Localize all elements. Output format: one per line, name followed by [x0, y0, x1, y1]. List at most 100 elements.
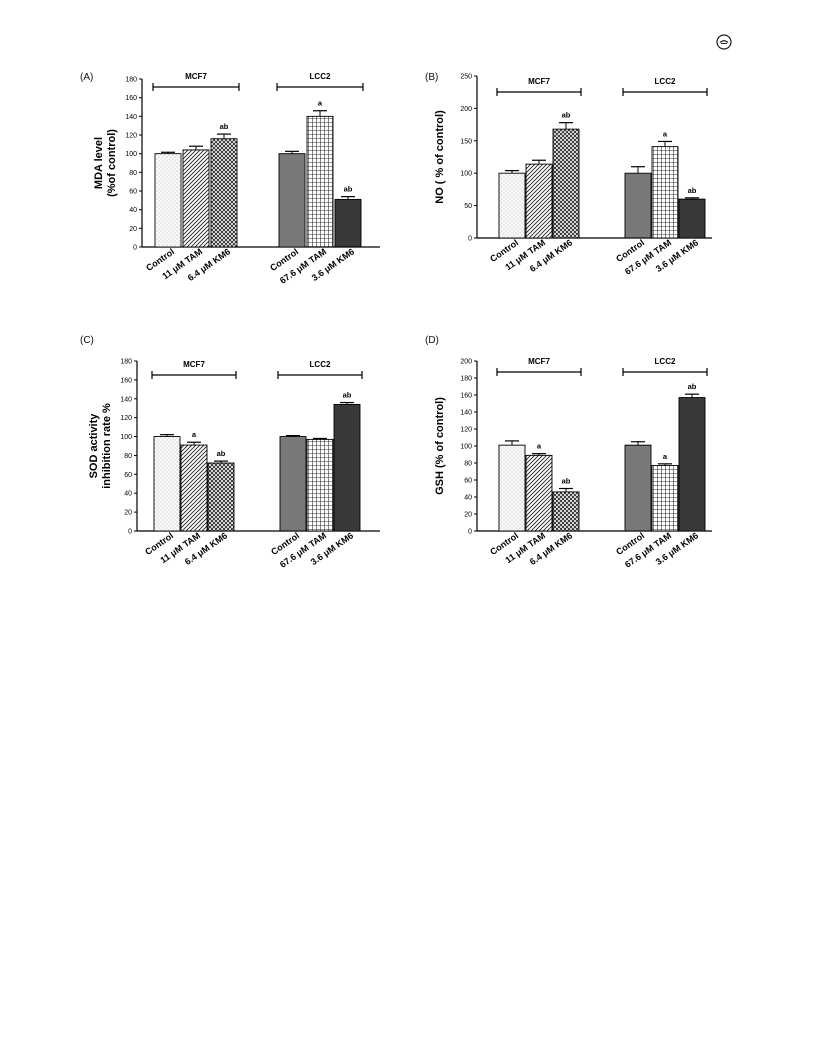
y-tick-label: 40: [129, 207, 137, 214]
bar: [306, 438, 334, 532]
significance-label: ab: [562, 111, 571, 120]
group-label: LCC2: [655, 357, 676, 366]
y-tick-label: 140: [120, 396, 132, 403]
bar: [498, 444, 526, 532]
y-tick-label: 0: [468, 529, 472, 536]
bar: [333, 403, 361, 532]
bar: [525, 454, 553, 532]
y-tick-label: 60: [129, 189, 137, 196]
y-tick-label: 180: [125, 77, 137, 84]
significance-label: ab: [562, 477, 571, 486]
significance-label: a: [537, 442, 542, 451]
bar: [498, 172, 526, 239]
significance-label: a: [663, 452, 668, 461]
y-tick-label: 80: [129, 170, 137, 177]
significance-label: ab: [217, 449, 226, 458]
y-tick-label: 20: [464, 512, 472, 519]
significance-label: a: [318, 99, 323, 108]
group-label: MCF7: [183, 360, 205, 369]
y-tick-label: 160: [460, 393, 472, 400]
bar: [182, 149, 210, 248]
bar-chart-a: 0 20 40 60 80 100 120 140 160 180 MDA level(%of co…: [93, 72, 380, 286]
bar: [279, 436, 307, 532]
y-tick-label: 0: [468, 236, 472, 243]
y-tick-label: 200: [460, 359, 472, 366]
group-label: LCC2: [655, 77, 676, 86]
significance-label: ab: [688, 186, 697, 195]
y-tick-label: 0: [128, 529, 132, 536]
panel-label: (B): [425, 72, 439, 83]
y-axis-label: GSH (% of control): [434, 397, 446, 495]
bar: [278, 153, 306, 248]
group-label: LCC2: [310, 72, 331, 81]
y-tick-label: 150: [460, 138, 472, 145]
bar: [678, 198, 706, 239]
y-tick-label: 120: [125, 133, 137, 140]
y-axis-label: NO ( % of control): [434, 110, 446, 204]
significance-label: ab: [220, 122, 229, 131]
y-tick-label: 50: [464, 203, 472, 210]
group-label: MCF7: [528, 77, 550, 86]
y-tick-label: 160: [125, 95, 137, 102]
bar: [651, 465, 679, 532]
y-tick-label: 60: [124, 472, 132, 479]
bar: [552, 491, 580, 532]
y-tick-label: 100: [460, 444, 472, 451]
significance-label: a: [192, 430, 197, 439]
y-tick-label: 140: [460, 410, 472, 417]
bar: [154, 153, 182, 248]
y-tick-label: 120: [460, 427, 472, 434]
panel-c: (C) 0 20 40 60 80 100 120 140 160 180 SOD activity…: [80, 333, 420, 598]
y-tick-label: 40: [124, 491, 132, 498]
bar-chart-d: 0 20 40 60 80 100 120 140 160 180 200 GSH (% of con…: [434, 357, 712, 570]
y-tick-label: 100: [460, 171, 472, 178]
bar: [207, 462, 235, 532]
bar: [210, 138, 238, 248]
journal-logo-icon: [716, 34, 732, 50]
y-tick-label: 40: [464, 495, 472, 502]
bar: [624, 444, 652, 532]
panel-label: (C): [80, 335, 94, 346]
y-tick-label: 120: [120, 415, 132, 422]
y-tick-label: 100: [120, 434, 132, 441]
significance-label: a: [663, 129, 668, 138]
y-tick-label: 250: [460, 74, 472, 81]
significance-label: ab: [688, 382, 697, 391]
y-axis-label: MDA level(%of control): [93, 129, 118, 197]
y-tick-label: 80: [124, 453, 132, 460]
y-tick-label: 160: [120, 377, 132, 384]
significance-label: ab: [344, 185, 353, 194]
y-tick-label: 180: [460, 376, 472, 383]
bar-chart-c: 0 20 40 60 80 100 120 140 160 180 SOD activityinhi…: [88, 359, 380, 570]
bar: [678, 397, 706, 532]
group-label: MCF7: [528, 357, 550, 366]
bar: [624, 172, 652, 239]
group-label: LCC2: [310, 360, 331, 369]
panel-a: (A) 0 20 40 60 80 100 120 140 160 180 MDA level(%o…: [80, 70, 420, 335]
y-tick-label: 200: [460, 106, 472, 113]
y-axis-label: SOD activityinhibition rate %: [88, 403, 113, 489]
panel-b: (B) 0 50 100 150 200 250 NO ( % of control) Con…: [425, 70, 765, 335]
y-tick-label: 60: [464, 478, 472, 485]
y-tick-label: 80: [464, 461, 472, 468]
significance-label: ab: [343, 391, 352, 400]
y-tick-label: 0: [133, 245, 137, 252]
bar: [306, 115, 334, 248]
group-label: MCF7: [185, 72, 207, 81]
y-tick-label: 180: [120, 359, 132, 366]
y-tick-label: 20: [124, 510, 132, 517]
bar: [153, 436, 181, 532]
panel-d: (D) 0 20 40 60 80 100 120 140 160 180 200 GSH (% of…: [425, 333, 765, 598]
y-tick-label: 20: [129, 226, 137, 233]
bar: [334, 198, 362, 248]
panel-label: (D): [425, 335, 439, 346]
bar: [525, 163, 553, 239]
bar: [651, 146, 679, 239]
bar: [552, 128, 580, 239]
y-tick-label: 140: [125, 114, 137, 121]
bar: [180, 444, 208, 532]
panel-label: (A): [80, 72, 94, 83]
y-tick-label: 100: [125, 151, 137, 158]
